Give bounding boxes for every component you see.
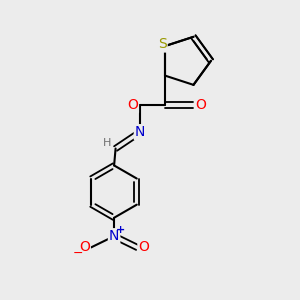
Text: N: N bbox=[109, 229, 119, 243]
Text: H: H bbox=[103, 138, 112, 148]
Text: O: O bbox=[79, 241, 90, 254]
Text: O: O bbox=[127, 98, 138, 112]
Text: +: + bbox=[116, 225, 125, 235]
Text: N: N bbox=[135, 125, 145, 139]
Text: −: − bbox=[73, 247, 83, 260]
Text: S: S bbox=[158, 38, 167, 52]
Text: O: O bbox=[196, 98, 206, 112]
Text: O: O bbox=[138, 241, 149, 254]
